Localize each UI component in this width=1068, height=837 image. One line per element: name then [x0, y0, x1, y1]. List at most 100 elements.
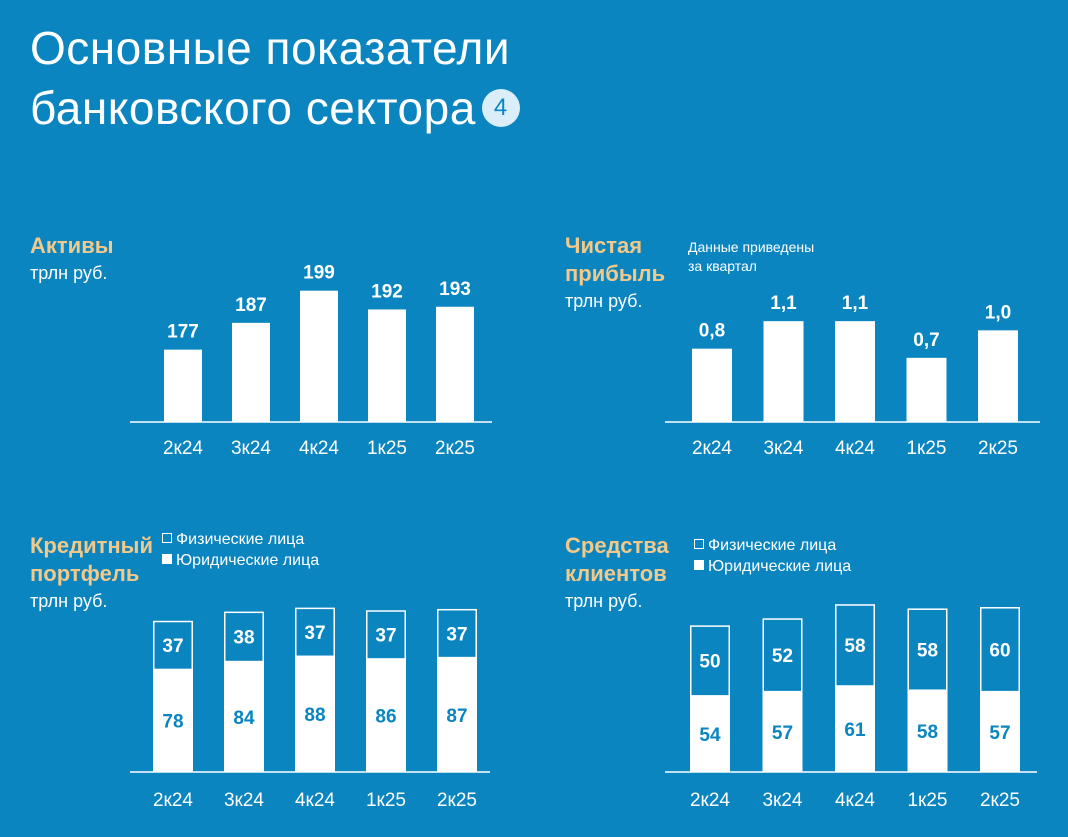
funds-value-label-corporates: 61	[844, 720, 866, 741]
assets-tick-label: 1к25	[367, 438, 407, 459]
loans-bar-corporates	[295, 656, 335, 772]
funds-legend-corporates-label: Юридические лица	[708, 558, 852, 575]
funds-tick-label: 2к25	[980, 790, 1020, 811]
loans-bar-individuals	[153, 620, 193, 671]
funds-value-label-individuals: 60	[989, 640, 1010, 661]
assets-unit: трлн руб.	[30, 263, 108, 283]
assets-tick-label: 4к24	[299, 438, 339, 459]
profit-tick-label: 1к25	[906, 438, 946, 459]
assets-value-label: 199	[303, 263, 335, 284]
page-title-line-2: банковского сектора 4	[30, 78, 520, 138]
loans-legend-corporates-label: Юридические лица	[176, 552, 320, 569]
loans-unit: трлн руб.	[30, 591, 108, 611]
loans-value-label-individuals: 37	[375, 626, 396, 647]
funds-bar-individuals	[762, 618, 803, 693]
funds-tick-label: 1к25	[907, 790, 947, 811]
loans-value-label-individuals: 38	[233, 628, 254, 649]
loans-bar-individuals	[224, 611, 264, 663]
funds-value-label-individuals: 58	[917, 640, 938, 661]
funds-bar-individuals	[907, 608, 948, 691]
filled-square-icon	[162, 554, 172, 564]
profit-chart: 0,8 2к24 1,1 3к24 1,1 4к24 0,7 1к25 1,0 2к25	[665, 293, 1040, 459]
profit-bar	[978, 330, 1018, 422]
profit-title-line-1: Чистая	[565, 233, 643, 258]
page-title-line-2-text: банковского сектора	[30, 82, 476, 134]
funds-title-line-1: Средства	[565, 533, 669, 558]
loans-bar-corporates	[437, 657, 477, 772]
page-title: Основные показатели банковского сектора 4	[30, 18, 520, 138]
loans-legend-corporates: Юридические лица	[162, 550, 319, 571]
assets-chart: 177 2к24 187 3к24 199 4к24 192 1к25 193 2к25	[130, 263, 492, 459]
loans-bar-individuals	[437, 608, 477, 659]
assets-bar	[164, 349, 202, 422]
filled-square-icon	[694, 560, 704, 570]
loans-bar-individuals	[295, 607, 335, 658]
funds-tick-label: 4к24	[835, 790, 875, 811]
loans-value-label-corporates: 88	[304, 705, 325, 726]
profit-note-line-1: Данные приведены	[688, 239, 815, 255]
profit-bar	[692, 348, 732, 422]
loans-value-label-corporates: 86	[375, 706, 396, 727]
funds-bar-individuals	[835, 604, 875, 687]
loans-chart: 78 37 2к24 84 38 3к24 88 37 4к24 86 37 1к25 87 37 2к25	[130, 607, 490, 811]
loans-legend-individuals-label: Физические лица	[176, 531, 305, 548]
loans-legend-individuals: Физические лица	[162, 529, 319, 550]
loans-legend: Физические лица Юридические лица	[162, 529, 319, 571]
funds-value-label-corporates: 54	[699, 725, 721, 746]
funds-value-label-individuals: 50	[699, 652, 720, 673]
assets-value-label: 192	[371, 281, 403, 302]
page-title-line-1: Основные показатели	[30, 22, 511, 74]
loans-tick-label: 2к24	[153, 790, 193, 811]
profit-tick-label: 2к25	[978, 438, 1018, 459]
loans-bar-corporates	[224, 661, 264, 772]
profit-bar	[835, 321, 875, 422]
profit-tick-label: 2к24	[692, 438, 732, 459]
loans-value-label-individuals: 37	[304, 623, 325, 644]
assets-tick-label: 3к24	[231, 438, 271, 459]
funds-legend: Физические лица Юридические лица	[694, 535, 851, 577]
profit-bar	[763, 321, 804, 422]
loans-bar-corporates	[366, 658, 406, 772]
assets-title: Активы	[30, 233, 114, 258]
funds-tick-label: 3к24	[762, 790, 802, 811]
profit-tick-label: 3к24	[763, 438, 803, 459]
profit-bar	[906, 357, 947, 422]
funds-tick-label: 2к24	[690, 790, 730, 811]
page-number-badge: 4	[481, 88, 520, 127]
funds-bar-corporates	[980, 691, 1020, 772]
assets-value-label: 187	[235, 295, 267, 316]
outline-square-icon	[694, 539, 704, 549]
funds-value-label-individuals: 52	[772, 646, 793, 667]
funds-bar-corporates	[907, 690, 948, 772]
loans-title-line-2: портфель	[30, 561, 140, 586]
loans-bar-corporates	[153, 669, 193, 772]
profit-value-label: 0,7	[913, 330, 939, 351]
loans-value-label-corporates: 84	[233, 708, 255, 729]
loans-title: Кредитный портфель	[30, 532, 153, 588]
loans-bar-individuals	[366, 610, 406, 660]
funds-title-line-2: клиентов	[565, 561, 667, 586]
profit-title-line-2: прибыль	[565, 261, 666, 286]
loans-value-label-individuals: 37	[446, 624, 467, 645]
funds-bar-individuals	[980, 607, 1020, 693]
profit-tick-label: 4к24	[835, 438, 875, 459]
funds-bar-corporates	[762, 691, 803, 772]
outline-square-icon	[162, 533, 172, 543]
assets-value-label: 193	[439, 279, 471, 300]
assets-bar	[436, 306, 474, 422]
profit-value-label: 1,1	[842, 293, 869, 314]
funds-value-label-individuals: 58	[844, 636, 865, 657]
profit-value-label: 0,8	[699, 321, 725, 342]
loans-tick-label: 1к25	[366, 790, 406, 811]
funds-value-label-corporates: 57	[772, 723, 793, 744]
assets-bar	[232, 322, 270, 422]
funds-legend-corporates: Юридические лица	[694, 556, 851, 577]
funds-title: Средства клиентов	[565, 532, 669, 588]
profit-note: Данные приведены за квартал	[688, 238, 814, 276]
profit-value-label: 1,0	[985, 302, 1011, 323]
loans-tick-label: 3к24	[224, 790, 264, 811]
loans-title-line-1: Кредитный	[30, 533, 153, 558]
assets-bar	[368, 309, 406, 422]
funds-legend-individuals-label: Физические лица	[708, 537, 837, 554]
funds-value-label-corporates: 58	[917, 722, 938, 743]
